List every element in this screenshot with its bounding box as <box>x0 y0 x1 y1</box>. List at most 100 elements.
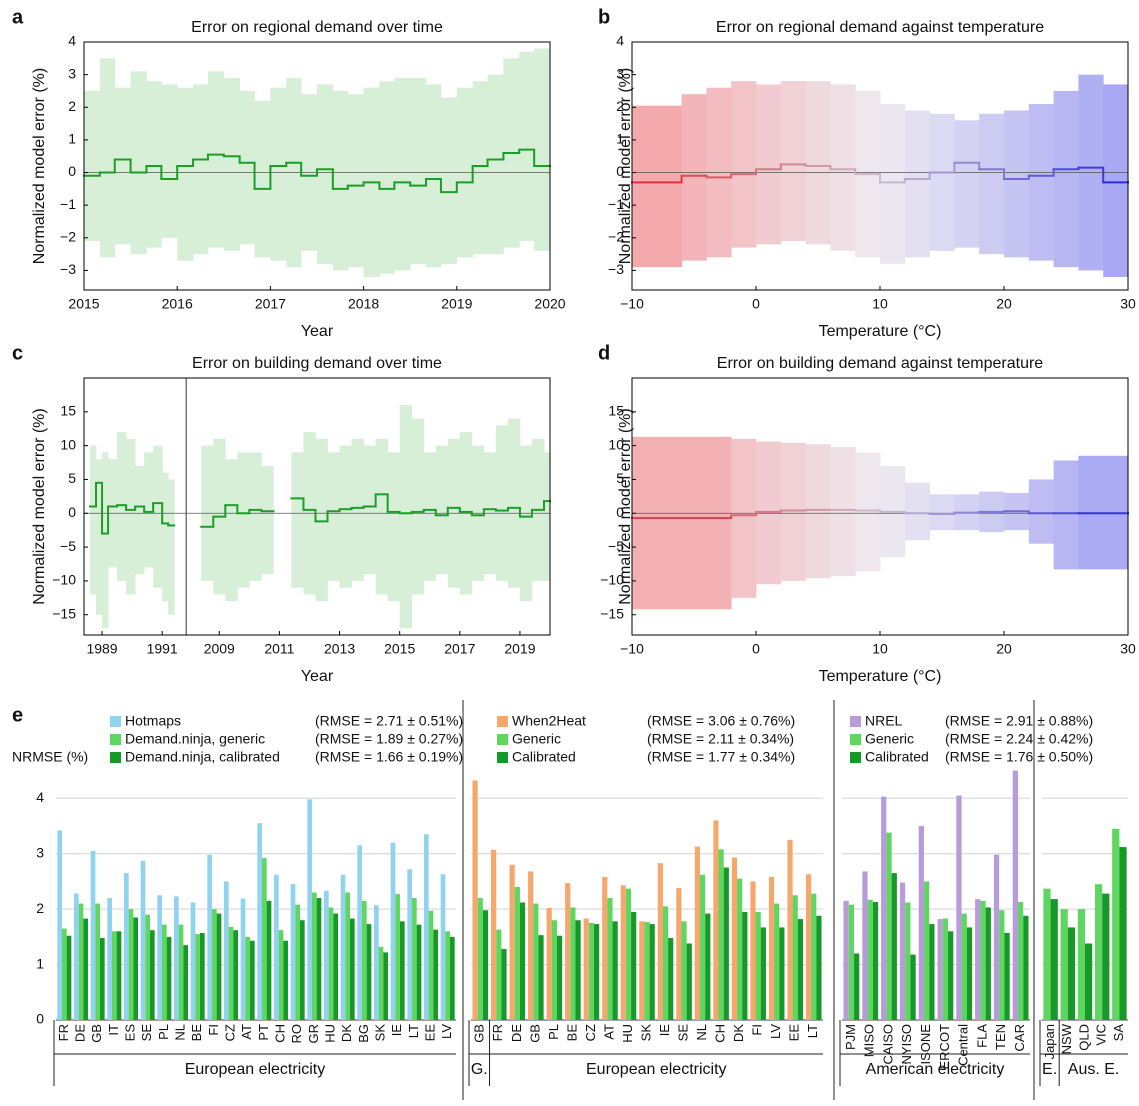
bar <box>207 854 212 1020</box>
bar <box>216 913 222 1020</box>
error-band <box>805 444 831 579</box>
bar <box>390 842 396 1020</box>
bar <box>742 911 748 1020</box>
error-band <box>929 494 955 531</box>
bar <box>266 900 272 1020</box>
category-label: HU <box>620 1024 635 1043</box>
error-band <box>207 71 225 248</box>
error-band <box>394 77 411 271</box>
bar <box>551 920 557 1020</box>
bar <box>1119 847 1127 1020</box>
error-band <box>410 77 427 264</box>
error-band <box>1103 84 1129 277</box>
x-tick-label: 2020 <box>534 296 565 312</box>
legend-rmse: (RMSE = 2.91 ± 0.88%) <box>945 713 1093 729</box>
error-band <box>225 459 238 602</box>
bar <box>496 929 502 1020</box>
bar <box>150 930 155 1020</box>
y-axis-label: NRMSE (%) <box>12 749 88 765</box>
category-label: SE <box>139 1024 154 1042</box>
x-tick-label: −10 <box>620 641 644 657</box>
plot-frame <box>83 41 551 291</box>
y-tick-label: −3 <box>60 261 76 277</box>
category-label: EE <box>422 1024 437 1042</box>
category-label: DK <box>731 1024 746 1042</box>
bar <box>424 834 429 1020</box>
x-tick-label: 10 <box>872 641 888 657</box>
y-tick-label: −15 <box>600 605 624 621</box>
y-tick-label: 3 <box>36 844 44 860</box>
category-label: NL <box>172 1024 187 1041</box>
category-label: PT <box>256 1024 271 1041</box>
bar <box>350 918 355 1020</box>
error-band <box>495 425 509 581</box>
legend-swatch <box>497 734 508 745</box>
error-band <box>161 84 178 238</box>
bar <box>797 919 803 1020</box>
y-tick-label: 2 <box>68 98 76 114</box>
error-band <box>1028 479 1054 544</box>
category-label: NYISO <box>899 1024 914 1064</box>
bar <box>83 918 88 1020</box>
error-band <box>904 482 930 541</box>
legend-label: When2Heat <box>512 713 586 729</box>
error-band <box>130 71 147 255</box>
category-label: LT <box>805 1024 820 1038</box>
legend-label: Calibrated <box>512 749 576 765</box>
bar <box>1077 909 1085 1020</box>
x-tick-label: 2016 <box>162 296 193 312</box>
x-tick-label: 2015 <box>384 641 415 657</box>
bar <box>190 902 196 1020</box>
legend-rmse: (RMSE = 3.06 ± 0.76%) <box>647 713 795 729</box>
legend-label: Generic <box>512 731 561 747</box>
bar <box>862 871 868 1020</box>
error-band <box>114 87 131 245</box>
legend-rmse: (RMSE = 1.66 ± 0.19%) <box>315 749 463 765</box>
bar <box>362 900 367 1020</box>
bar <box>200 932 205 1020</box>
bar <box>899 882 906 1020</box>
category-label: DE <box>509 1024 524 1042</box>
error-band <box>731 438 757 598</box>
bar <box>792 895 798 1020</box>
x-tick-label: 2009 <box>204 641 235 657</box>
error-band <box>780 81 806 242</box>
category-label: RO <box>289 1024 304 1044</box>
error-band <box>1053 460 1079 570</box>
bar <box>116 931 122 1020</box>
error-band <box>1053 90 1079 268</box>
bar <box>107 898 112 1020</box>
category-label: PJM <box>843 1024 858 1050</box>
category-label: TEN <box>993 1024 1008 1050</box>
bar <box>843 900 849 1020</box>
bar <box>528 871 534 1020</box>
panel-letter: a <box>12 6 24 28</box>
error-band <box>90 445 97 595</box>
legend-swatch <box>497 752 508 763</box>
category-label: AT <box>601 1024 616 1040</box>
bar <box>575 920 581 1020</box>
category-label: BE <box>189 1024 204 1042</box>
bar <box>816 915 822 1020</box>
bar <box>1102 893 1110 1020</box>
category-label: ES <box>122 1024 137 1042</box>
bar <box>333 913 338 1020</box>
legend-label: Calibrated <box>865 749 929 765</box>
error-band <box>261 465 274 575</box>
bar <box>556 935 563 1020</box>
group-label: Aus. E. <box>1068 1061 1120 1078</box>
bar <box>140 860 146 1020</box>
category-label: Central <box>956 1024 971 1066</box>
category-label: GB <box>472 1024 487 1043</box>
category-label: BG <box>356 1024 371 1043</box>
category-label: DE <box>72 1024 87 1042</box>
bar <box>966 927 973 1020</box>
bar <box>157 895 162 1020</box>
bar <box>937 919 943 1020</box>
legend-rmse: (RMSE = 1.77 ± 0.34%) <box>647 749 795 765</box>
category-label: SA <box>1111 1024 1126 1042</box>
bar <box>477 898 483 1020</box>
bar <box>128 909 134 1020</box>
error-band <box>347 94 364 268</box>
bar <box>283 940 288 1020</box>
